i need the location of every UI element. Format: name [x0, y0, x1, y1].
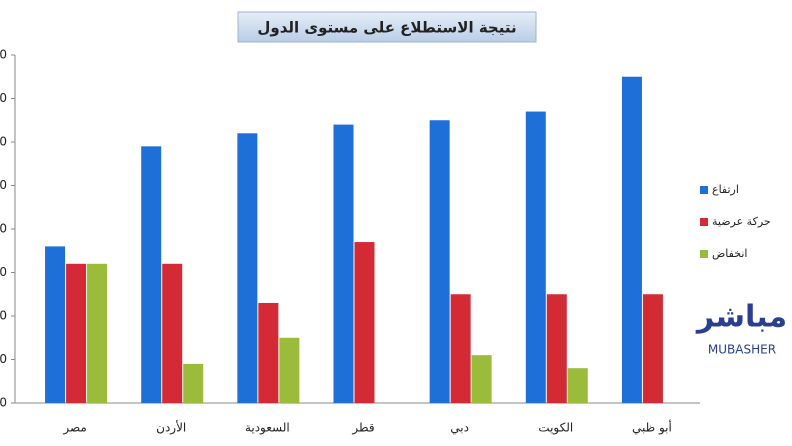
legend-label: انخفاض	[712, 247, 747, 260]
bar	[183, 363, 204, 403]
x-tick-label: الكويت	[538, 421, 573, 436]
bar	[279, 337, 300, 403]
x-tick-label: قطر	[351, 421, 374, 436]
legend-label: ارتفاع	[712, 183, 739, 196]
bar	[333, 124, 354, 403]
y-tick-label: 80	[0, 48, 7, 62]
bar	[45, 246, 66, 403]
bar	[450, 294, 471, 403]
x-tick-label: الأردن	[156, 420, 186, 436]
bar	[162, 263, 183, 403]
bar	[258, 302, 279, 403]
x-tick-label: مصر	[62, 421, 86, 436]
y-tick-label: 20	[0, 309, 7, 323]
title-box	[237, 11, 537, 43]
y-tick-label: 60	[0, 135, 7, 149]
bar	[354, 242, 375, 403]
bar	[567, 368, 588, 403]
bar	[621, 76, 642, 403]
y-tick-label: 0	[0, 396, 7, 410]
logo-latin: MUBASHER	[708, 343, 776, 357]
x-tick-label: أبو ظبي	[632, 420, 672, 436]
chart-title: نتيجة الاستطلاع على مستوى الدول	[257, 19, 516, 37]
bar	[471, 355, 492, 403]
x-tick-label: السعودية	[245, 421, 290, 436]
y-tick-label: 40	[0, 222, 7, 236]
y-tick-label: 30	[0, 265, 7, 279]
y-tick-label: 10	[0, 352, 7, 366]
bar	[237, 133, 258, 404]
bar	[66, 263, 87, 403]
bar	[546, 294, 567, 403]
y-tick-label: 50	[0, 178, 7, 192]
legend-swatch	[700, 218, 708, 226]
legend-swatch	[700, 250, 708, 258]
bar	[525, 111, 546, 404]
legend-label: حركة عرضية	[712, 215, 771, 228]
bar	[141, 146, 162, 403]
bar	[429, 120, 450, 403]
logo-arabic: مباشر	[695, 300, 787, 335]
x-tick-label: دبي	[450, 421, 469, 435]
bar	[642, 294, 663, 403]
y-tick-label: 70	[0, 91, 7, 105]
bar	[87, 263, 108, 403]
legend-swatch	[700, 186, 708, 194]
